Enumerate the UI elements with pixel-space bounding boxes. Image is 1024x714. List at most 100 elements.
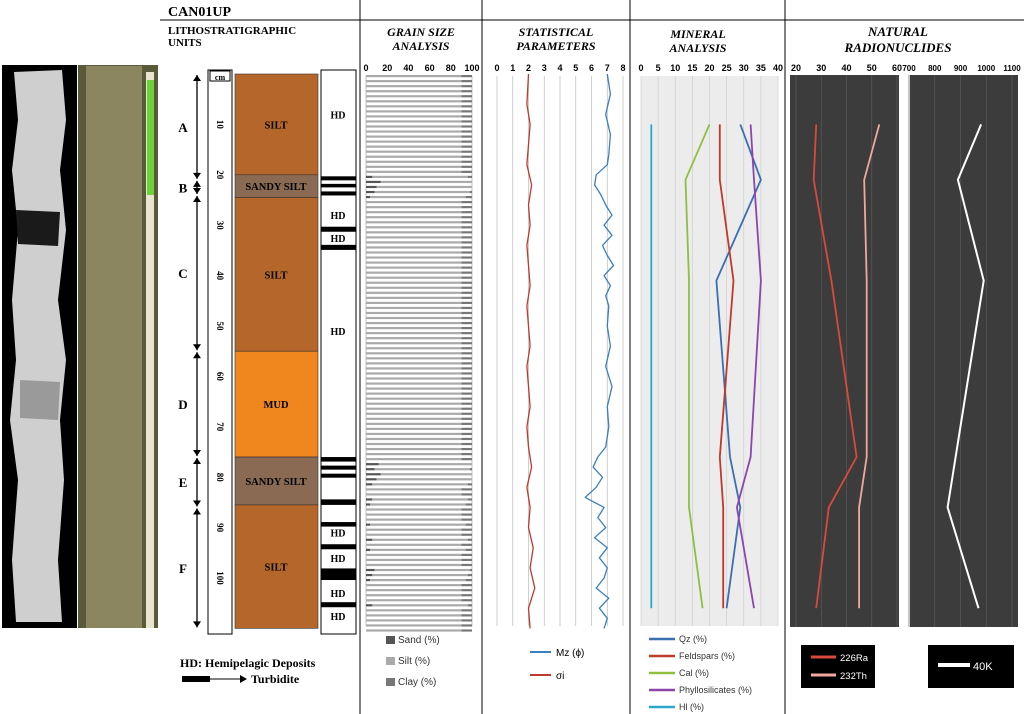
turbidite-layer [321,244,356,250]
bar-silt [366,352,462,355]
turbidite-layer [321,457,356,462]
bar-sand [366,190,375,194]
bar-silt [372,498,468,501]
hd-turbidite-column: HD HD HD HD HD HD HD HD [320,69,357,635]
unit-label: B [179,180,188,195]
unit-label: A [178,120,188,135]
bar-silt [366,437,462,441]
tick-label: 800 [928,64,942,73]
depth-unit-label: cm [215,73,226,82]
depth-tick-label: 100 [215,571,225,585]
xray-core-section [10,70,66,622]
bar-clay [461,599,472,602]
legend-label: Hl (%) [679,702,704,712]
lithology-label: MUD [263,400,288,411]
bar-silt [366,629,462,632]
bar-clay [461,80,472,83]
bar-clay [461,543,472,546]
unit-arrowhead [193,508,201,515]
unit-arrows: A B C D E F [178,75,201,628]
legend-stat: Mz (ϕ) σi [530,648,584,682]
bar-silt [366,397,462,400]
bar-silt [366,427,462,430]
unit-arrowhead [193,187,201,194]
bar-clay [461,619,472,622]
legend-swatch [386,657,395,665]
bar-clay [461,301,472,304]
bar-clay [461,221,472,224]
legend-label: 226Ra [840,653,869,664]
bar-clay [467,604,472,607]
bar-clay [461,85,472,88]
bar-clay [461,392,472,395]
bar-silt [366,206,462,209]
legend-label: σi [556,671,564,682]
depth-tick-label: 10 [215,120,225,129]
bar-sand [366,473,381,476]
bar-clay [461,533,472,536]
turbidite-layer [321,602,356,608]
hd-label: HD [331,110,346,121]
depth-unit-box [209,70,231,82]
bar-silt [366,85,462,88]
bar-sand [366,468,375,471]
turbidite-layer [321,183,356,188]
bar-silt [366,316,462,320]
bar-silt [366,135,462,138]
bar-silt [366,377,462,380]
legend-label: Feldspars (%) [679,651,735,661]
tick-label: 20 [791,63,801,73]
tick-label: 30 [816,63,826,73]
xray-core-shading-2 [20,380,60,420]
bar-clay [461,231,472,234]
legend-label: Silt (%) [398,656,430,667]
bar-clay [461,327,472,330]
bar-silt [366,543,462,546]
bar-clay [461,493,472,496]
bar-clay [461,407,472,410]
lithology-label: SILT [265,120,288,131]
bar-clay [461,387,472,390]
ra-plot-area [790,75,899,627]
bar-clay [461,584,472,587]
bar-clay [461,594,472,597]
bar-silt [378,463,472,466]
bar-clay [461,528,472,531]
bar-silt [366,251,462,254]
tick-label: 900 [954,64,968,73]
bar-silt [366,584,462,587]
tick-label: 6 [589,63,594,73]
hd-label: HD [331,554,346,565]
bar-silt [366,558,462,562]
bar-clay [461,432,472,436]
bar-clay [461,256,472,259]
depth-tick-label: 80 [215,473,225,483]
bar-clay [461,589,472,592]
bar-silt [366,130,462,133]
bar-clay [461,442,472,446]
bar-silt [366,301,462,304]
bar-clay [461,241,472,244]
bar-silt [366,337,462,340]
bar-silt [366,382,462,385]
series-line [715,124,762,609]
tick-label: 25 [722,63,732,73]
bar-silt [366,80,462,83]
bar-silt [366,614,462,617]
bar-silt [376,478,472,481]
bar-clay [461,155,472,158]
unit-arrowhead [193,500,201,507]
bar-silt [366,624,462,627]
legend-box-ra [801,645,875,688]
bar-silt [366,609,462,612]
bar-clay [461,165,472,168]
bar-clay [461,306,472,310]
bar-silt [366,347,462,350]
bar-clay [461,614,472,617]
bar-clay [461,563,472,567]
legend-hd: HD: Hemipelagic Deposits [180,656,316,670]
bar-silt [366,311,462,315]
bar-clay [461,281,472,284]
bar-silt [366,357,462,360]
